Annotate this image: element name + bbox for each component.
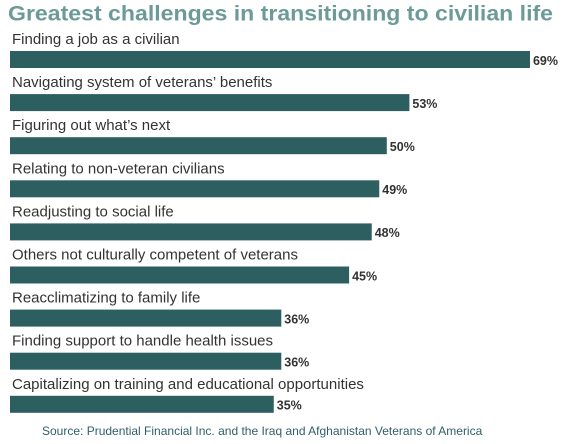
category-label: Reacclimatizing to family life	[12, 290, 200, 307]
bar	[10, 94, 410, 112]
value-label: 35%	[277, 399, 302, 413]
value-label: 50%	[390, 140, 415, 154]
bar	[10, 352, 282, 370]
value-label: 45%	[352, 269, 377, 283]
category-label: Relating to non-veteran civilians	[12, 160, 225, 177]
source: Source: Prudential Financial Inc. and th…	[42, 424, 483, 438]
value-label: 36%	[284, 355, 309, 369]
category-label: Navigating system of veterans’ benefits	[12, 74, 272, 91]
value-label: 48%	[375, 226, 400, 240]
value-label: 36%	[284, 312, 309, 326]
value-label: 49%	[382, 183, 407, 197]
value-label: 69%	[533, 54, 558, 68]
category-label: Finding a job as a civilian	[12, 31, 180, 48]
bar	[10, 180, 380, 198]
category-label: Figuring out what’s next	[12, 117, 171, 134]
category-label: Others not culturally competent of veter…	[12, 246, 298, 263]
value-label: 53%	[412, 97, 437, 111]
category-label: Readjusting to social life	[12, 203, 174, 220]
bar	[10, 223, 372, 241]
bar	[10, 51, 530, 68]
bar	[10, 266, 350, 284]
chart-title: Greatest challenges in transitioning to …	[8, 3, 553, 26]
category-label: Capitalizing on training and educational…	[12, 376, 364, 393]
category-label: Finding support to handle health issues	[12, 333, 273, 350]
bar	[10, 137, 387, 155]
bar	[10, 395, 274, 413]
bar	[10, 309, 282, 327]
